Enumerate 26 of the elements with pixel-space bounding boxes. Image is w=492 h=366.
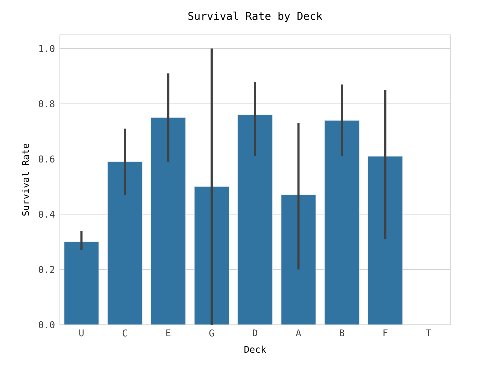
y-tick-label: 0.8: [39, 100, 55, 108]
x-axis-title: Deck: [244, 346, 266, 354]
bar: [281, 195, 316, 325]
x-tick-label: C: [122, 330, 128, 337]
bar: [64, 242, 100, 325]
y-tick-label: 0.6: [39, 156, 55, 163]
x-tick-label: G: [210, 330, 214, 337]
bar: [324, 120, 360, 325]
y-axis-title: Survival Rate: [22, 144, 30, 216]
bar: [151, 118, 186, 325]
x-tick-label: T: [426, 330, 432, 336]
y-tick-label: 1.0: [40, 45, 55, 52]
y-tick-label: 0.4: [39, 210, 55, 218]
x-tick-label: D: [253, 330, 258, 336]
bar: [368, 156, 403, 325]
x-tick-label: F: [384, 330, 388, 336]
bar: [194, 186, 230, 325]
y-tick-label: 0.2: [39, 266, 55, 274]
x-tick-label: B: [340, 330, 345, 336]
chart-title: Survival Rate by Deck: [188, 12, 323, 22]
x-tick-label: A: [296, 330, 302, 336]
bar: [108, 162, 142, 325]
x-tick-label: E: [166, 330, 171, 336]
x-tick-label: U: [80, 330, 84, 337]
bar: [238, 115, 273, 325]
y-tick-label: 0.0: [39, 321, 55, 329]
